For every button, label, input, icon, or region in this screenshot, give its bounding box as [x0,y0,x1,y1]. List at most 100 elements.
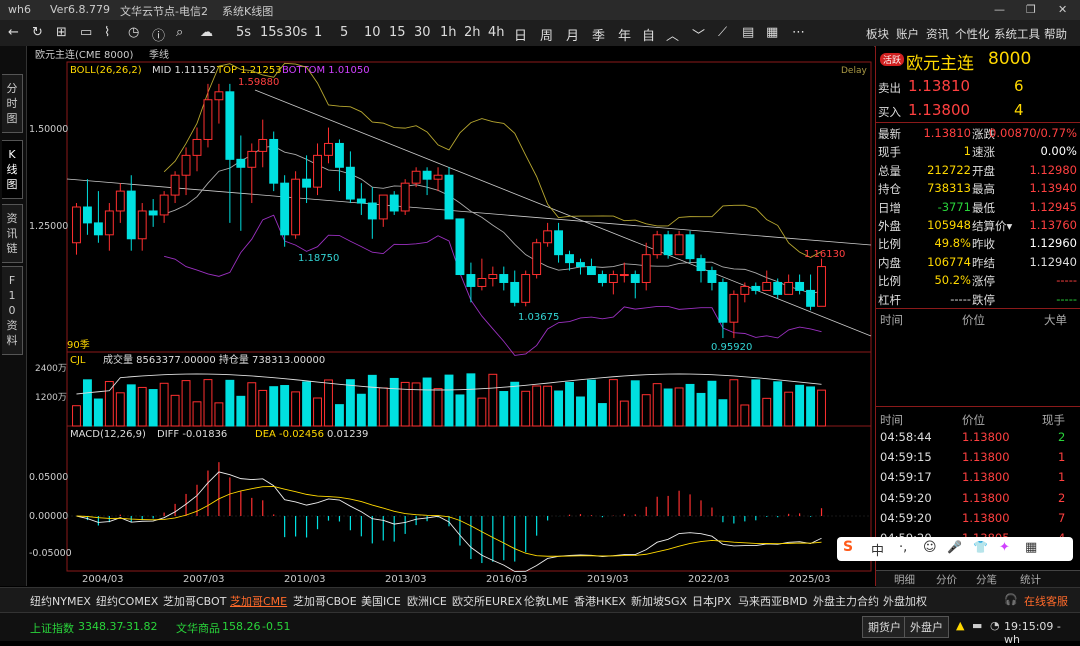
period-8[interactable]: 1h [440,25,457,40]
volume-bar [784,391,794,427]
minimize-button[interactable]: — [994,3,1005,16]
maximize-button[interactable]: ❐ [1026,3,1036,16]
period-7[interactable]: 30 [414,25,431,40]
candle-body [477,278,487,287]
info-icon[interactable]: ⓘ [152,29,166,44]
period-15[interactable]: 年 [618,29,632,44]
candle-body [466,274,476,287]
foreign-account-button[interactable]: 外盘户 [904,616,949,638]
exchange-tab-3[interactable]: 芝加哥CME [230,595,288,608]
volume-bar [696,392,706,427]
headset-icon[interactable]: 🎧 [1004,593,1018,606]
ime-ai-icon[interactable]: ✦ [999,540,1010,555]
tab-intraday[interactable]: 分时图 [2,74,23,133]
volume-bar [269,386,279,427]
period-6[interactable]: 15 [389,25,406,40]
candle-body [367,202,377,220]
tab-kline[interactable]: K线图 [2,140,23,199]
volume-bar [433,388,443,427]
candle-body [652,234,662,256]
exchange-tab-4[interactable]: 芝加哥CBOE [293,595,357,608]
back-arrow-icon[interactable]: ← [8,25,19,40]
quote-field-value: 50.2% [934,273,971,288]
futures-account-button[interactable]: 期货户 [862,616,907,638]
exchange-tab-0[interactable]: 纽约NYMEX [30,595,91,608]
menu-system-tools[interactable]: 系统工具 [994,27,1040,41]
tab-trades[interactable]: 分笔 [976,574,997,586]
tab-kline-label: K线图 [6,148,18,191]
ime-emoji-icon[interactable]: ☺ [923,540,937,555]
tab-detail[interactable]: 明细 [894,574,915,586]
period-1[interactable]: 15s [260,25,284,40]
tab-intraday-label: 分时图 [6,82,18,125]
ime-voice-icon[interactable]: 🎤 [947,540,962,554]
exchange-tab-8[interactable]: 伦敦LME [524,595,569,608]
candle-body [192,138,202,156]
ime-logo-icon[interactable]: S [843,539,854,555]
period-2[interactable]: 30s [284,25,308,40]
delay-label: Delay [841,66,867,76]
menu-news[interactable]: 资讯 [926,27,949,41]
warning-icon[interactable]: ▲ [956,619,965,632]
exchange-tab-1[interactable]: 纽约COMEX [96,595,159,608]
candle-body [378,194,388,220]
tab-f10[interactable]: F10资料 [2,266,23,355]
monitor-icon[interactable]: ▭ [80,25,93,40]
ime-toolbar[interactable]: S 中 ·, ☺ 🎤 👕 ✦ ▦ [837,537,1073,561]
chevron-down-icon[interactable]: ﹀ [692,29,706,44]
period-4[interactable]: 5 [340,25,349,40]
exchange-tab-12[interactable]: 马来西亚BMD [738,595,808,608]
ime-skin-icon[interactable]: 👕 [973,540,988,554]
online-service-link[interactable]: 在线客服 [1024,595,1068,608]
volume-bar [203,379,213,427]
exchange-tab-13[interactable]: 外盘主力合约 [813,595,879,608]
refresh-icon[interactable]: ↻ [32,25,43,40]
ime-chinese-mode[interactable]: 中 [871,544,885,559]
exchange-tab-2[interactable]: 芝加哥CBOT [163,595,227,608]
tab-stats[interactable]: 统计 [1020,574,1041,586]
chart-icon[interactable]: ⌇ [104,25,111,40]
volume-bar [586,379,596,427]
period-13[interactable]: 月 [566,29,580,44]
exchange-tab-5[interactable]: 美国ICE [361,595,401,608]
server-name: 文华云节点-电信2 [120,5,208,18]
menu-help[interactable]: 帮助 [1044,27,1067,41]
ime-punctuation-icon[interactable]: ·, [899,540,908,555]
kline-chart[interactable]: 欧元主连(CME 8000) 季线 BOLL(26,26,2) MID 1.11… [27,46,874,586]
menu-account[interactable]: 账户 [896,27,919,41]
menu-personalize[interactable]: 个性化 [955,27,990,41]
period-0[interactable]: 5s [236,25,252,40]
candle-body [806,289,816,307]
period-3[interactable]: 1 [314,25,323,40]
exchange-tab-7[interactable]: 欧交所EUREX [452,595,523,608]
exchange-tab-14[interactable]: 外盘加权 [883,595,927,608]
period-10[interactable]: 4h [488,25,505,40]
ime-menu-icon[interactable]: ▦ [1025,540,1038,555]
exchange-tab-11[interactable]: 日本JPX [692,595,732,608]
period-9[interactable]: 2h [464,25,481,40]
layout-icon[interactable]: ▤ [742,25,755,40]
chevron-up-icon[interactable]: ︿ [666,29,680,44]
close-button[interactable]: ✕ [1058,3,1068,16]
exchange-tab-10[interactable]: 新加坡SGX [631,595,688,608]
exchange-tab-6[interactable]: 欧洲ICE [407,595,447,608]
grid-icon[interactable]: ⊞ [56,25,67,40]
clock-icon[interactable]: ◷ [128,25,140,40]
pen-icon[interactable]: ⟋ [718,25,728,40]
exchange-tab-9[interactable]: 香港HKEX [574,595,626,608]
period-12[interactable]: 周 [540,29,554,44]
more-icon[interactable]: ⋯ [792,25,805,40]
search-icon[interactable]: ⌕ [176,25,184,40]
tab-news-chain[interactable]: 资讯链 [2,204,23,263]
calendar-icon[interactable]: ▦ [766,25,779,40]
period-14[interactable]: 季 [592,29,606,44]
ticks-time-header: 时间 [880,413,903,427]
tab-price-dist[interactable]: 分价 [936,574,957,586]
period-label[interactable]: 季线 [149,48,169,61]
period-16[interactable]: 自 [642,29,656,44]
quote-field-label: 昨结 [972,255,995,270]
period-5[interactable]: 10 [364,25,381,40]
period-11[interactable]: 日 [514,29,528,44]
cloud-icon[interactable]: ☁ [200,25,213,40]
menu-sector[interactable]: 板块 [866,27,889,41]
